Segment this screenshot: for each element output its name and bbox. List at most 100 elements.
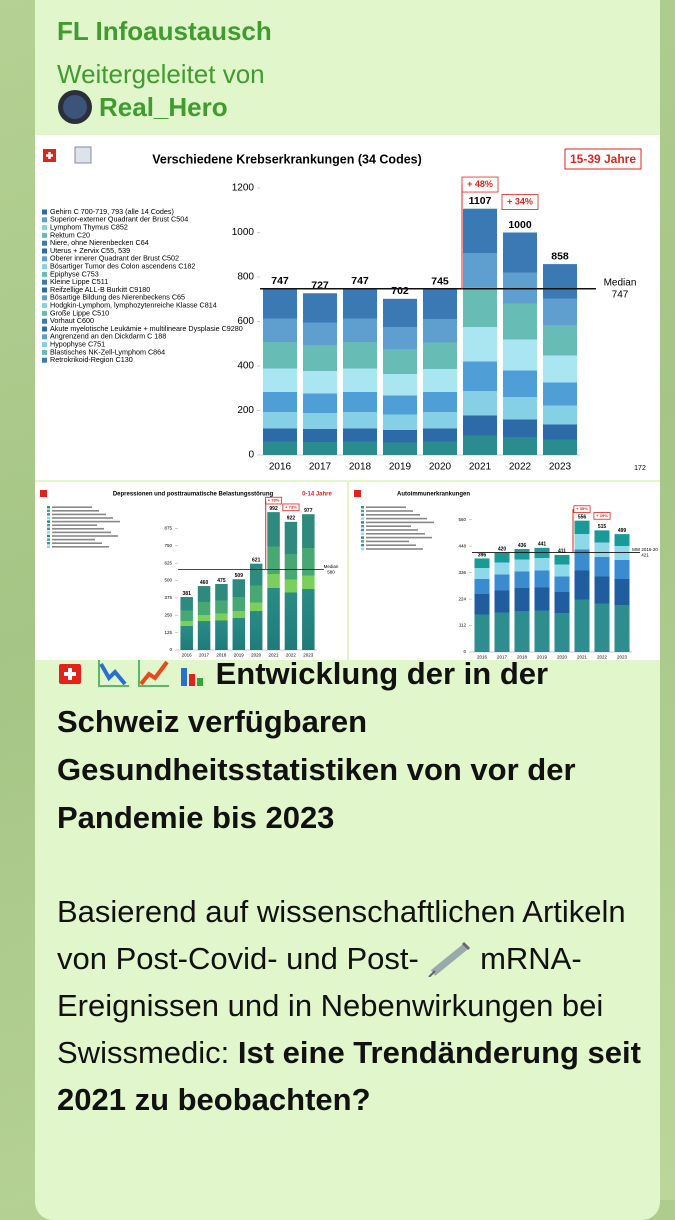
bar (574, 520, 590, 652)
legend-text-placeholder (366, 548, 423, 550)
annotation: + 78% (268, 498, 280, 503)
legend-swatch (47, 545, 50, 548)
value-label: 1107 (469, 195, 492, 207)
value-label: 509 (235, 573, 244, 579)
flag-icon (354, 490, 361, 497)
legend-swatch (42, 217, 47, 223)
y-tick-label: 200 (237, 405, 254, 416)
headline: Entwicklung der in der Schweiz verfügbar… (57, 650, 649, 842)
badge-box (564, 148, 642, 170)
avatar[interactable] (57, 89, 93, 125)
legend-label: Hypophyse C751 (50, 340, 105, 349)
legend-text-placeholder (52, 510, 99, 512)
flag-cross (46, 152, 53, 159)
bar (383, 298, 417, 455)
bar (554, 554, 570, 652)
forwarded-from[interactable]: Real_Hero (99, 92, 228, 122)
legend-swatch (47, 506, 50, 509)
bar (503, 232, 537, 455)
body-text: Basierend auf wissenschaftlichen Artikel… (57, 894, 626, 976)
chart: Verschiedene Krebserkrankungen (34 Codes… (42, 146, 646, 473)
annotation-box (461, 176, 499, 193)
value-label: 747 (351, 275, 369, 287)
y-tick-label: 1200 (232, 183, 255, 194)
legend-swatch (42, 303, 47, 309)
legend-label: Hodgkin-Lymphom, lymphozytenreiche Klass… (50, 301, 217, 310)
x-tick-label: 2018 (349, 462, 372, 473)
chart-image[interactable]: Depressionen und posttraumatische Belast… (35, 482, 347, 660)
bar (343, 288, 377, 455)
legend-text-placeholder (52, 531, 111, 534)
bar (180, 597, 193, 650)
value-label: 460 (200, 580, 209, 586)
forwarded-label: Weitergeleitet von (57, 59, 265, 89)
legend-label: Niere, ohne Nierenbecken C64 (50, 238, 149, 247)
x-tick-label: 2021 (577, 655, 588, 660)
legend-swatch (47, 534, 50, 538)
legend-label: Vorhaut C600 (50, 316, 94, 325)
annotation-box (282, 503, 300, 512)
legend-swatch (42, 209, 47, 215)
x-tick-label: 2021 (269, 653, 280, 658)
legend-swatch (42, 240, 47, 246)
legend-swatch (47, 516, 50, 520)
bar (267, 512, 280, 650)
y-tick-label: 336 (458, 570, 466, 575)
y-tick-label: 875 (164, 526, 172, 531)
value-label: 436 (518, 543, 527, 549)
bar (474, 558, 490, 652)
value-label: 702 (391, 285, 409, 297)
legend-swatch (47, 520, 50, 523)
value-label: 556 (578, 514, 587, 520)
legend-swatch (47, 527, 50, 530)
annotation: + 35% (576, 506, 588, 511)
value-label: 515 (598, 524, 607, 530)
badge: 0-14 Jahre (302, 492, 332, 498)
value-label: 977 (304, 508, 313, 514)
x-tick-label: 2021 (469, 462, 492, 473)
legend-label: Epiphyse C753 (50, 269, 99, 278)
legend-text-placeholder (52, 538, 95, 541)
chart-image[interactable]: Autoimmunerkrankungen 0 112 224 336 448 560 39… (349, 482, 660, 660)
y-tick-label: 600 (237, 316, 254, 327)
chart: Autoimmunerkrankungen 0 112 224 336 448 560 39… (354, 490, 658, 660)
legend-swatch (47, 509, 50, 512)
legend-swatch (47, 513, 50, 516)
legend-label: Gehirn C 700-719, 793 (alle 14 Codes) (50, 207, 174, 216)
legend-text-placeholder (366, 517, 427, 520)
y-tick-label: 1000 (232, 227, 255, 238)
message-text: Entwicklung der in der Schweiz verfügbar… (57, 650, 649, 1123)
annotation: + 34% (507, 196, 533, 206)
y-tick-label: 125 (164, 630, 172, 635)
legend-text-placeholder (366, 536, 432, 539)
legend-swatch (42, 225, 47, 231)
legend-label: Blastisches NK-Zell-Lymphom C864 (50, 347, 165, 356)
legend-text-placeholder (366, 506, 406, 508)
x-tick-label: 2023 (617, 655, 628, 660)
syringe-icon (428, 941, 471, 978)
value-label: 745 (431, 276, 449, 288)
value-label: 1000 (508, 219, 532, 231)
body-text: mRNA-Ereignissen und in Nebenwirkungen b… (57, 941, 604, 1070)
value-label: 858 (551, 251, 569, 263)
channel-name[interactable]: FL Infoaustausch (57, 16, 272, 46)
legend-text-placeholder (52, 542, 102, 544)
median-label: Median (604, 277, 637, 288)
legend-swatch (361, 528, 364, 532)
annotation-box (593, 512, 611, 520)
value-label: 411 (558, 549, 566, 555)
x-tick-label: 2022 (597, 655, 608, 660)
legend-swatch (361, 521, 364, 524)
bar (232, 579, 246, 650)
y-tick-label: 0 (169, 647, 172, 652)
value-label: 621 (252, 558, 261, 564)
chart-image[interactable]: Verschiedene Krebserkrankungen (34 Codes… (35, 135, 660, 480)
legend-swatch (42, 334, 47, 340)
bar (534, 547, 550, 652)
legend-swatch (42, 256, 47, 262)
legend-text-placeholder (52, 506, 92, 508)
y-tick-label: 625 (164, 560, 172, 565)
x-tick-label: 2018 (216, 653, 227, 658)
bar (614, 534, 630, 652)
